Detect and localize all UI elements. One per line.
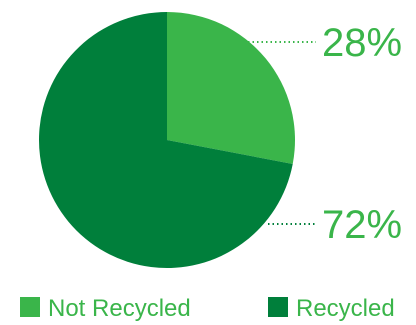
- legend-swatch-recycled: [268, 297, 288, 317]
- value-label-not-recycled: 28%: [322, 21, 402, 65]
- pie-slice-not-recycled: [167, 12, 295, 164]
- value-label-recycled: 72%: [322, 203, 402, 247]
- legend: Not Recycled Recycled: [20, 295, 395, 322]
- value-labels: 28% 72%: [322, 21, 402, 247]
- leader-lines: [248, 41, 316, 225]
- pie-slice-recycled: [38, 11, 293, 268]
- legend-label-recycled: Recycled: [296, 295, 395, 322]
- legend-label-not-recycled: Not Recycled: [48, 295, 191, 322]
- pie-slices: [38, 11, 295, 268]
- legend-swatch-not-recycled: [20, 297, 40, 317]
